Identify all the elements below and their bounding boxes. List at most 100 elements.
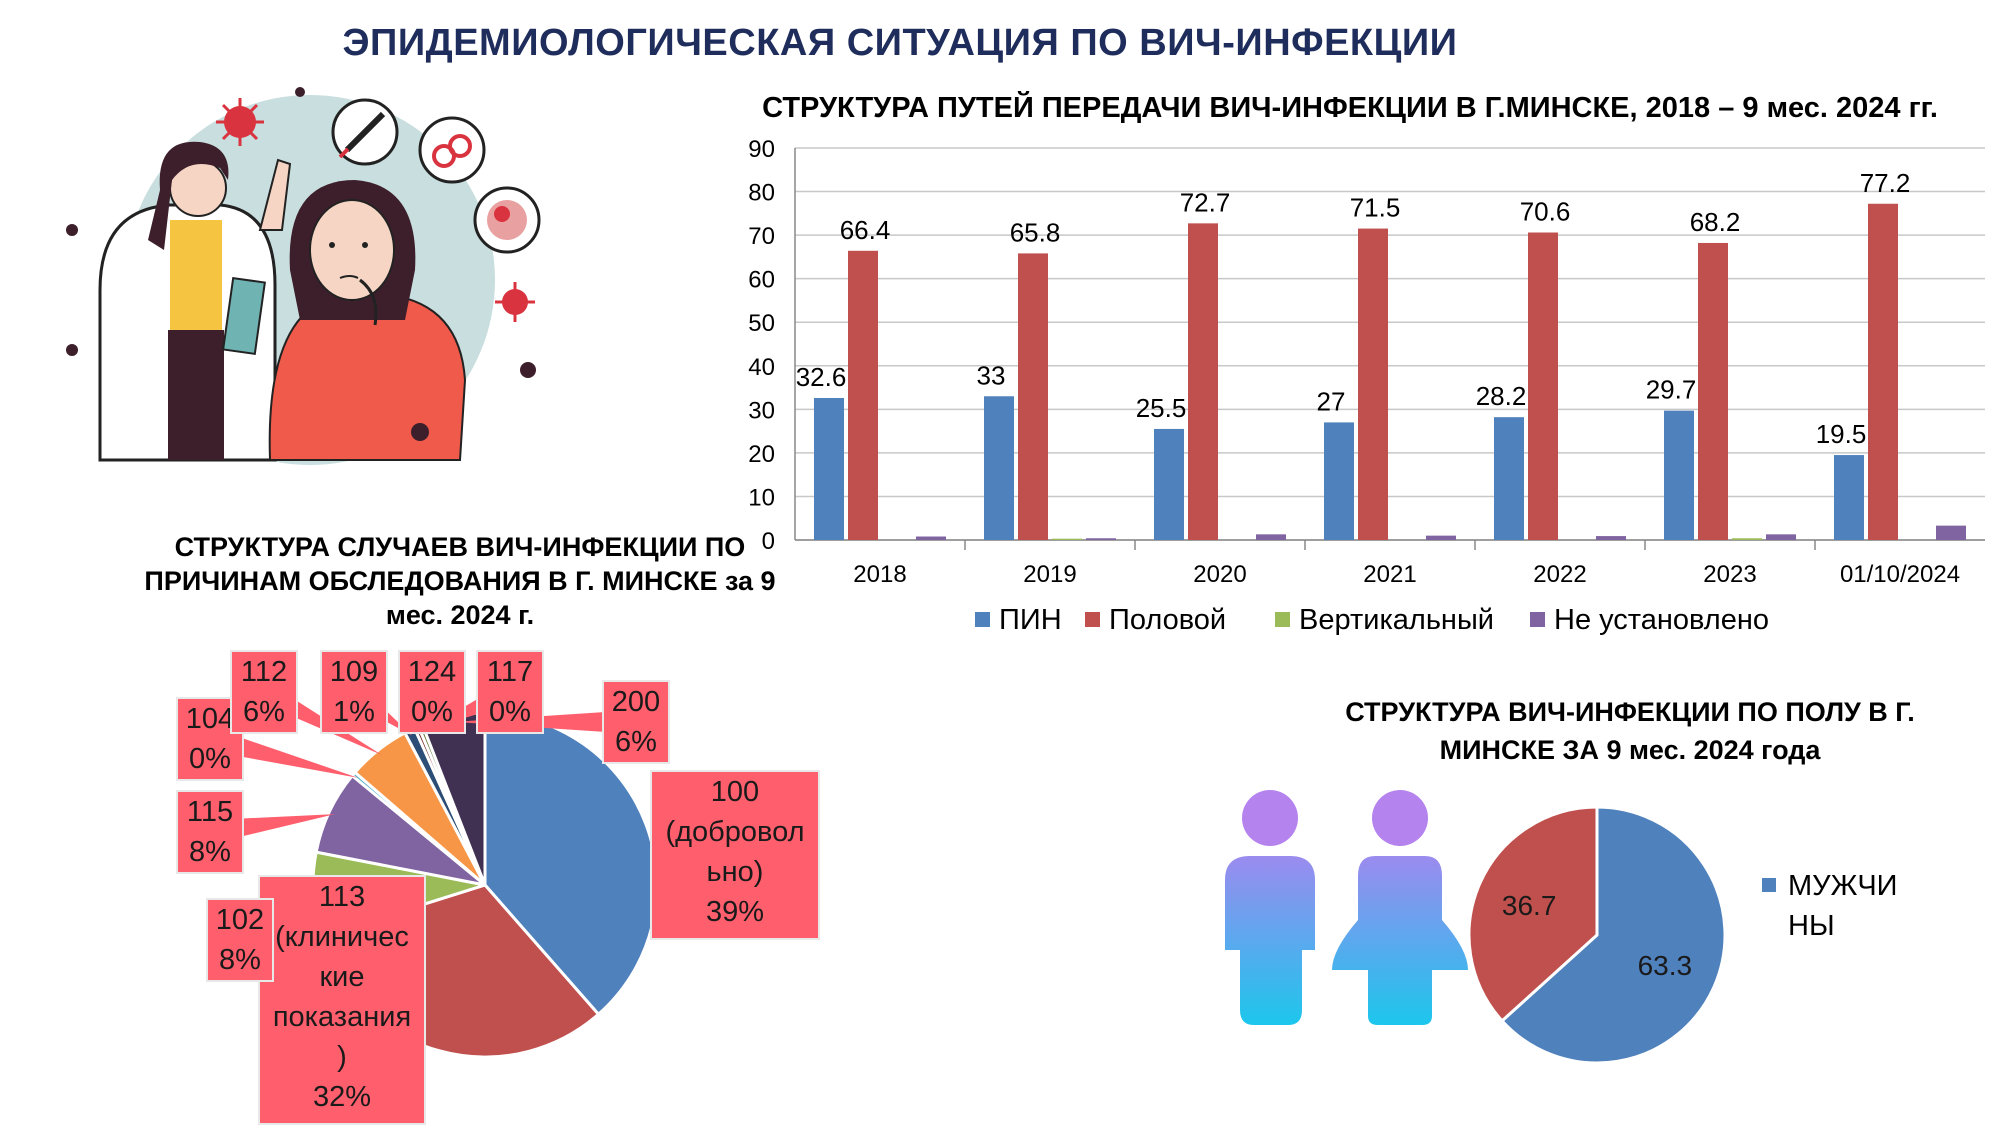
pie-callout-line: 124	[407, 656, 457, 688]
gender-slice-1	[1467, 805, 1599, 1023]
man-icon	[1225, 790, 1315, 1025]
page-title: ЭПИДЕМИОЛОГИЧЕСКАЯ СИТУАЦИЯ ПО ВИЧ-ИНФЕК…	[342, 22, 1458, 64]
pie-callout-115: 115 8%	[176, 790, 244, 874]
pie-callout-line: 200	[611, 686, 661, 718]
pie-callout-line: 6%	[615, 726, 657, 758]
data-label: 32.6	[796, 362, 847, 392]
pie-callout-line: 8%	[189, 836, 231, 868]
legend-swatch	[1275, 612, 1290, 627]
pie-callout-100: 100 (добровол ьно) 39%	[650, 770, 820, 940]
legend-label: ПИН	[999, 604, 1062, 636]
bar-ПИН	[1834, 455, 1864, 540]
y-tick-label: 40	[748, 354, 775, 381]
pie-callout-line: 0%	[189, 743, 231, 775]
gender-pie-title: СТРУКТУРА ВИЧ-ИНФЕКЦИИ ПО ПОЛУ В Г. МИНС…	[1345, 697, 1915, 765]
bar-ПИН	[1324, 422, 1354, 540]
pie-callout-line: 112	[240, 656, 288, 688]
legend-marker-men	[1762, 863, 1768, 869]
pie-callout-line: 104	[185, 703, 235, 735]
pie-callout-117: 117 0%	[476, 650, 544, 734]
bar-Не установлено	[1936, 525, 1966, 540]
data-label: 65.8	[1010, 217, 1061, 247]
transmission-bar-chart: 0 10 20 30 40 50 60 70 80 90 32.6 66.4 2018 33 65.8 201…	[748, 136, 1985, 636]
pie-callout-line: 0%	[489, 696, 531, 728]
pie-callout-line: ьно)	[706, 856, 764, 888]
y-tick-label: 10	[748, 484, 775, 511]
data-label: 33	[977, 360, 1006, 390]
data-label: 71.5	[1350, 193, 1401, 223]
bar-Половой	[1868, 203, 1898, 541]
bar-Вертикальный	[1052, 538, 1082, 540]
pie-callout-line: 113	[318, 881, 366, 913]
bar-ПИН	[1664, 410, 1694, 540]
x-tick-label: 01/10/2024	[1840, 561, 1960, 588]
pie-callout-line: 115	[186, 796, 234, 828]
legend-label-men-line2: НЫ	[1788, 910, 1835, 942]
y-tick-label: 20	[748, 441, 775, 468]
data-label: 19.5	[1816, 419, 1867, 449]
data-label: 29.7	[1646, 375, 1697, 405]
legend-label: Половой	[1109, 604, 1226, 636]
data-label: 25.5	[1136, 393, 1187, 423]
pie-callout-line: 39%	[705, 896, 765, 928]
y-tick-label: 70	[748, 223, 775, 250]
bar-Не установлено	[916, 536, 946, 540]
callout-leader	[454, 710, 636, 734]
gender-slice-label: 36.7	[1502, 890, 1557, 921]
bar-Половой	[848, 250, 878, 540]
gender-slice-label: 63.3	[1638, 950, 1693, 981]
bar-Половой	[1358, 228, 1388, 541]
gender-slice-0	[1499, 805, 1727, 1065]
bar-Половой	[1188, 223, 1218, 540]
pie-callout-line: 32%	[312, 1081, 372, 1113]
legend-swatch	[975, 612, 990, 627]
pie-callout-line: 100	[710, 776, 760, 808]
legend-label-men: МУЖЧИ НЫ	[1788, 866, 1898, 946]
bar-ПИН	[984, 396, 1014, 540]
bar-Не установлено	[1256, 534, 1286, 540]
legend-label-men-line1: МУЖЧИ	[1788, 870, 1898, 902]
y-tick-label: 60	[748, 267, 775, 294]
bar-Не установлено	[1766, 534, 1796, 540]
pie-callout-line: 1%	[333, 696, 375, 728]
x-tick-label: 2023	[1703, 561, 1756, 588]
pie-callout-124: 124 0%	[398, 650, 466, 734]
y-tick-label: 0	[762, 528, 775, 555]
bar-ПИН	[1494, 417, 1524, 540]
x-tick-label: 2018	[853, 561, 906, 588]
gender-figures	[1225, 790, 1468, 1025]
syringe-icon	[331, 98, 399, 166]
woman-icon	[1332, 790, 1468, 1025]
doctor-patient-illustration	[66, 87, 541, 465]
data-label: 68.2	[1690, 207, 1741, 237]
pie-callout-102: 102 8%	[206, 898, 274, 982]
pie-callout-104: 104 0%	[176, 697, 244, 781]
legend-label: Вертикальный	[1299, 604, 1494, 636]
x-tick-label: 2021	[1363, 561, 1416, 588]
pie-callout-line: 102	[215, 904, 265, 936]
pie-callout-line: 109	[329, 656, 379, 688]
bar-Половой	[1018, 253, 1048, 540]
bar-chart-title: СТРУКТУРА ПУТЕЙ ПЕРЕДАЧИ ВИЧ-ИНФЕКЦИИ В …	[762, 92, 1938, 124]
reasons-pie-title: СТРУКТУРА СЛУЧАЕВ ВИЧ-ИНФЕКЦИИ ПО ПРИЧИН…	[144, 532, 776, 630]
data-label: 70.6	[1520, 196, 1571, 226]
pie-callout-113: 113 (клиничес кие показания) 32%	[258, 875, 426, 1125]
gender-pie-chart: 63.3 36.7	[1467, 805, 1727, 1065]
x-tick-label: 2022	[1533, 561, 1586, 588]
pie-callout-line: 0%	[411, 696, 453, 728]
pie-callout-line: )	[337, 1041, 347, 1073]
legend-swatch-men	[1762, 878, 1776, 892]
data-label: 77.2	[1860, 168, 1911, 198]
bar-Не установлено	[1426, 535, 1456, 540]
legend-swatch	[1085, 612, 1100, 627]
pie-callout-line: 117	[486, 656, 534, 688]
x-tick-label: 2020	[1193, 561, 1246, 588]
bar-Половой	[1698, 242, 1728, 540]
x-tick-label: 2019	[1023, 561, 1076, 588]
gender-symbols-icon	[418, 116, 486, 184]
legend-swatch	[1530, 612, 1545, 627]
pie-callout-line: кие	[319, 961, 365, 993]
virus-icon	[216, 98, 264, 146]
pie-callout-109: 109 1%	[320, 650, 388, 734]
pie-callout-line: (клиничес	[275, 921, 409, 953]
